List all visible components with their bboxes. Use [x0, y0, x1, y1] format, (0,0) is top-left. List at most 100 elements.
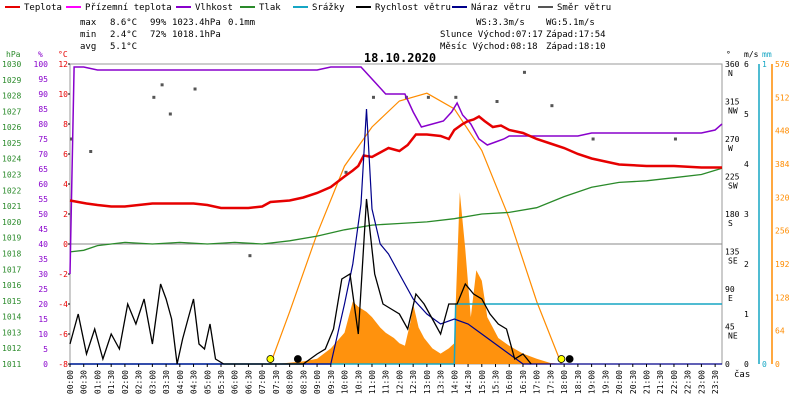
hpa-tick-label: 1012 [2, 344, 21, 353]
legend: Teplota Přízemní teplota Vlhkost Tlak Sr… [5, 3, 611, 13]
x-tick-label: 10:00 [341, 370, 350, 394]
dir-tick-label: 0 [725, 360, 730, 369]
hpa-tick-label: 1026 [2, 123, 21, 132]
dir-tick-compass: S [728, 219, 733, 228]
x-tick-label: 11:00 [368, 370, 377, 394]
hpa-tick-label: 1021 [2, 202, 21, 211]
x-axis-label: čas [734, 369, 750, 380]
wm2-tick-label: 0 [775, 360, 780, 369]
legend-label-smer: Směr větru [557, 3, 611, 13]
stats-max-temp: 8.6°C [110, 18, 137, 28]
hpa-tick-label: 1019 [2, 234, 21, 243]
pct-tick-label: 55 [38, 195, 48, 204]
pct-tick-label: 35 [38, 255, 48, 264]
hpa-tick-label: 1013 [2, 328, 21, 337]
x-tick-label: 06:00 [231, 370, 240, 394]
degc-tick-label: 12 [58, 60, 68, 69]
pct-tick-label: 45 [38, 225, 48, 234]
x-tick-label: 23:30 [711, 370, 720, 394]
dir-tick-label: 45 [725, 323, 735, 332]
axis-unit-pct: % [38, 50, 43, 59]
x-tick-label: 16:00 [505, 370, 514, 394]
pct-tick-label: 85 [38, 105, 48, 114]
wm2-tick-label: 448 [775, 127, 790, 136]
dir-tick-label: 360 [725, 60, 740, 69]
wind-direction-mark [495, 100, 499, 103]
x-tick-label: 17:00 [533, 370, 542, 394]
ms-tick-label: 1 [744, 310, 749, 319]
x-tick-label: 06:30 [244, 370, 253, 394]
degc-tick-label: -6 [58, 330, 68, 339]
info-ws: WS:3.3m/s [476, 18, 525, 28]
stats-max-hum: 99% [150, 18, 167, 28]
wind-direction-mark [454, 95, 458, 99]
x-tick-label: 04:30 [190, 370, 199, 394]
hpa-tick-label: 1027 [2, 107, 21, 116]
x-tick-label: 14:00 [450, 370, 459, 394]
info-block: WS:3.3m/s WG:5.1m/s Slunce Východ:07:17 … [440, 18, 606, 52]
pct-tick-label: 10 [38, 330, 48, 339]
x-tick-label: 13:00 [423, 370, 432, 394]
stats-min-label: min [80, 30, 96, 40]
dir-tick-label: 90 [725, 285, 735, 294]
axes: 1030102910281027102610251024102310221021… [2, 60, 790, 369]
x-tick-label: 19:30 [601, 370, 610, 394]
ms-tick-label: 3 [744, 210, 749, 219]
x-tick-label: 21:00 [643, 370, 652, 394]
x-tick-label: 22:30 [684, 370, 693, 394]
degc-tick-label: 8 [63, 120, 68, 129]
wm2-tick-label: 128 [775, 293, 790, 302]
stats-block: max 8.6°C 99% 1023.4hPa 0.1mm min 2.4°C … [80, 18, 255, 52]
stats-min-press: 1018.1hPa [172, 30, 221, 40]
degc-tick-label: -8 [58, 360, 68, 369]
dir-tick-label: 180 [725, 210, 740, 219]
hpa-tick-label: 1024 [2, 155, 21, 164]
hpa-tick-label: 1015 [2, 297, 21, 306]
legend-label-rychlost: Rychlost větru [375, 3, 451, 13]
wm2-tick-label: 320 [775, 193, 790, 202]
wind-direction-mark [168, 112, 172, 116]
dir-tick-compass: SW [728, 182, 738, 191]
stats-avg-label: avg [80, 42, 96, 52]
wind-direction-mark [89, 150, 93, 153]
wind-speed-line [69, 198, 532, 365]
dir-tick-label: 315 [725, 98, 740, 107]
mm-tick-label: 0 [762, 360, 767, 369]
moon-marker [293, 355, 302, 363]
degc-tick-label: 6 [63, 150, 68, 159]
x-tick-label: 07:00 [258, 370, 267, 394]
pct-tick-label: 30 [38, 270, 48, 279]
info-sun-rise: Slunce Východ:07:17 [440, 30, 543, 40]
wind-direction-mark [193, 87, 197, 91]
pct-tick-label: 50 [38, 210, 48, 219]
hpa-tick-label: 1014 [2, 313, 21, 322]
x-tick-label: 22:00 [670, 370, 679, 394]
dir-tick-label: 225 [725, 173, 740, 182]
info-wg: WG:5.1m/s [546, 18, 595, 28]
pct-tick-label: 60 [38, 180, 48, 189]
x-tick-label: 21:30 [656, 370, 665, 394]
x-tick-label: 01:00 [93, 370, 102, 394]
x-tick-label: 14:30 [464, 370, 473, 394]
pct-tick-label: 0 [43, 360, 48, 369]
degc-tick-label: -4 [58, 300, 68, 309]
wm2-tick-label: 512 [775, 93, 790, 102]
dir-tick-label: 270 [725, 135, 740, 144]
x-tick-label: 03:30 [162, 370, 171, 394]
x-tick-label: 18:30 [574, 370, 583, 394]
x-tick-label: 02:00 [121, 370, 130, 394]
wind-gust-line [70, 108, 722, 365]
wind-direction-mark [591, 137, 595, 141]
dir-tick-compass: W [728, 144, 733, 153]
x-tick-label: 12:00 [395, 370, 404, 394]
wm2-tick-label: 256 [775, 227, 790, 236]
stats-max-label: max [80, 18, 97, 28]
degc-tick-label: 2 [63, 210, 68, 219]
hpa-tick-label: 1022 [2, 186, 21, 195]
x-tick-label: 08:30 [299, 370, 308, 394]
x-tick-label: 20:00 [615, 370, 624, 394]
pct-tick-label: 65 [38, 165, 48, 174]
dir-tick-compass: NE [728, 332, 738, 341]
hpa-tick-label: 1028 [2, 92, 21, 101]
